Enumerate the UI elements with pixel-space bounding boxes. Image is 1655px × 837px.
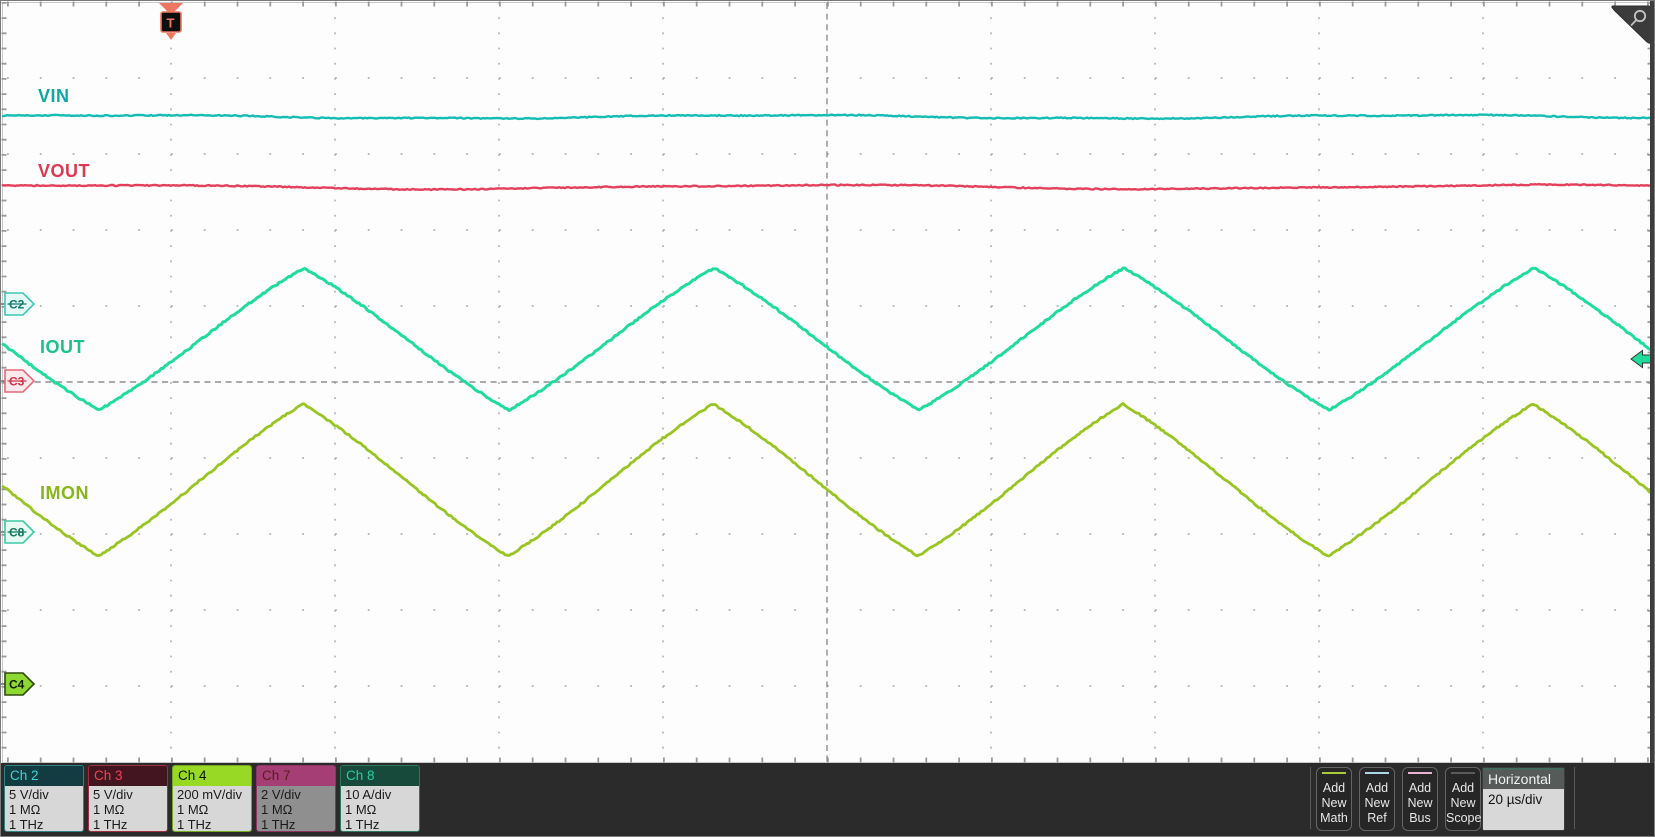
channel-badges: Ch 2 5 V/div 1 MΩ 1 THz Ch 3 5 V/div 1 M… [4, 765, 420, 832]
channel-impedance: 1 MΩ [261, 802, 293, 817]
channel-impedance: 1 MΩ [345, 802, 377, 817]
add-new-ref-button[interactable]: Add New Ref [1359, 767, 1395, 831]
add-new-bus-button[interactable]: Add New Bus [1402, 767, 1438, 831]
horizontal-panel-title: Horizontal [1483, 768, 1564, 789]
svg-text:C4: C4 [9, 678, 25, 692]
bottom-bar-divider [1310, 767, 1311, 829]
math-accent-line [1322, 772, 1346, 774]
channel-impedance: 1 MΩ [177, 802, 209, 817]
bottom-bar-divider [1574, 767, 1575, 829]
channel-bandwidth: 1 THz [261, 817, 296, 832]
channel-badge-body: 5 V/div 1 MΩ 1 THz [89, 786, 167, 832]
channel-badge-header: Ch 7 [257, 766, 335, 786]
channel-ref-marker-c4[interactable]: C4 [1, 672, 36, 696]
channel-badge-body: 2 V/div 1 MΩ 1 THz [257, 786, 335, 832]
channel-impedance: 1 MΩ [9, 802, 41, 817]
channel-badge-body: 5 V/div 1 MΩ 1 THz [5, 786, 83, 832]
graticule-background [2, 2, 1654, 763]
channel-scale: 10 A/div [345, 787, 392, 802]
channel-badge-ch8[interactable]: Ch 8 10 A/div 1 MΩ 1 THz [340, 765, 420, 832]
channel-impedance: 1 MΩ [93, 802, 125, 817]
channel-badge-ch4[interactable]: Ch 4 200 mV/div 1 MΩ 1 THz [172, 765, 252, 832]
vout-trace-label: VOUT [38, 161, 91, 181]
channel-badge-body: 10 A/div 1 MΩ 1 THz [341, 786, 419, 832]
channel-scale: 5 V/div [9, 787, 49, 802]
channel-bandwidth: 1 THz [93, 817, 128, 832]
svg-text:T: T [167, 16, 175, 31]
channel-ref-marker-c3[interactable]: C3 [1, 369, 36, 393]
screen-right-edge [1650, 1, 1654, 763]
trace-vout [1, 182, 1654, 192]
trace-iout [1, 266, 1654, 412]
channel-badge-ch3[interactable]: Ch 3 5 V/div 1 MΩ 1 THz [88, 765, 168, 832]
channel-scale: 200 mV/div [177, 787, 243, 802]
channel-ref-marker-c8[interactable]: C8 [1, 520, 36, 544]
trace-vin [1, 113, 1654, 121]
channel-badge-header: Ch 8 [341, 766, 419, 786]
channel-badge-header: Ch 3 [89, 766, 167, 786]
channel-scale: 2 V/div [261, 787, 301, 802]
channel-bandwidth: 1 THz [345, 817, 380, 832]
add-new-scope-button[interactable]: Add New Scope [1445, 767, 1481, 831]
channel-badge-header: Ch 4 [173, 766, 251, 786]
channel-bandwidth: 1 THz [177, 817, 212, 832]
horizontal-panel[interactable]: Horizontal 20 µs/div [1482, 767, 1565, 831]
ref-accent-line [1365, 772, 1389, 774]
scope-accent-line [1451, 772, 1475, 774]
add-new-math-button[interactable]: Add New Math [1316, 767, 1352, 831]
channel-bandwidth: 1 THz [9, 817, 44, 832]
imon-trace-label: IMON [40, 483, 89, 503]
vin-trace-label: VIN [38, 86, 70, 106]
channel-badge-ch7[interactable]: Ch 7 2 V/div 1 MΩ 1 THz [256, 765, 336, 832]
bus-accent-line [1408, 772, 1432, 774]
bottom-bar: Ch 2 5 V/div 1 MΩ 1 THz Ch 3 5 V/div 1 M… [1, 763, 1654, 836]
graticule-area: C2 C3 C8 C4 T [1, 1, 1654, 763]
horizontal-scale-value: 20 µs/div [1483, 789, 1564, 830]
channel-badge-header: Ch 2 [5, 766, 83, 786]
magnifier-icon [1633, 9, 1647, 23]
channel-scale: 5 V/div [93, 787, 133, 802]
channel-ref-marker-c2[interactable]: C2 [1, 292, 36, 316]
channel-badge-ch2[interactable]: Ch 2 5 V/div 1 MΩ 1 THz [4, 765, 84, 832]
trigger-level-arrow[interactable] [1630, 349, 1654, 369]
channel-badge-body: 200 mV/div 1 MΩ 1 THz [173, 786, 251, 832]
trace-imon [1, 402, 1654, 558]
trigger-marker[interactable]: T [159, 3, 183, 40]
iout-trace-label: IOUT [40, 337, 85, 357]
add-buttons-group: Add New Math Add New Ref Add New Bus Add… [1316, 767, 1481, 831]
